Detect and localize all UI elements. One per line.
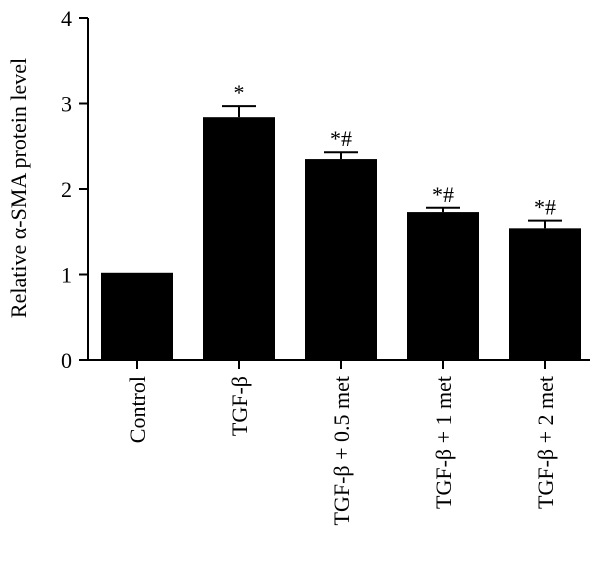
x-tick-label: TGF-β + 1 met: [431, 376, 456, 509]
y-tick-label: 0: [61, 348, 72, 373]
bar: [101, 272, 173, 360]
x-axis: Control TGF-β TGF-β + 0.5 met TGF-β + 1 met…: [87, 359, 590, 525]
bar: [407, 212, 479, 360]
bar: [203, 117, 275, 361]
significance-label: *: [234, 80, 245, 105]
x-tick-label: TGF-β: [227, 376, 252, 436]
significance-label: *#: [534, 195, 556, 220]
y-tick-label: 4: [61, 6, 72, 31]
x-tick-label: Control: [125, 376, 150, 443]
y-tick-label: 2: [61, 177, 72, 202]
y-tick-label: 1: [61, 263, 72, 288]
significance-label: *#: [432, 182, 454, 207]
x-tick-label: TGF-β + 0.5 met: [329, 376, 354, 525]
bar: [305, 159, 377, 360]
x-tick-label: TGF-β + 2 met: [533, 376, 558, 509]
bars: * *# *# *#: [101, 80, 581, 361]
significance-label: *#: [330, 126, 352, 151]
y-tick-label: 3: [61, 92, 72, 117]
bar: [509, 228, 581, 360]
y-axis: 0 1 2 3 4: [61, 6, 89, 373]
y-axis-title: Relative α-SMA protein level: [6, 58, 31, 318]
